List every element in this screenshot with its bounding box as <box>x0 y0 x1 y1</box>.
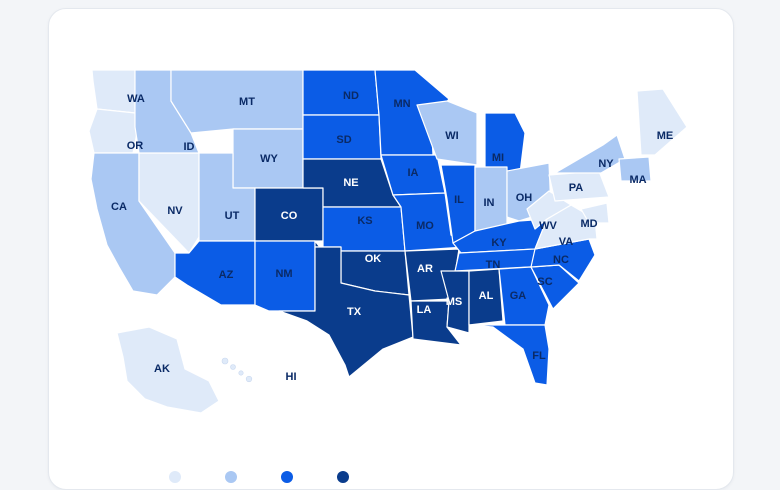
state-wi[interactable] <box>416 100 478 166</box>
state-mt[interactable] <box>170 69 304 134</box>
us-states-map: WA OR CA NV ID MT WY UT CO AZ NM ND SD NE KS OK TX MN IA MO… <box>88 69 688 414</box>
state-label-sd: SD <box>336 134 351 146</box>
state-label-wv: WV <box>539 220 557 232</box>
state-label-oh: OH <box>516 192 533 204</box>
state-label-ga: GA <box>510 290 527 302</box>
state-nd[interactable] <box>302 69 380 116</box>
state-label-wy: WY <box>260 153 278 165</box>
state-label-sc: SC <box>537 276 552 288</box>
state-labels: WA OR CA NV ID MT WY UT CO AZ NM ND SD NE KS OK TX MN IA MO… <box>111 90 673 383</box>
hawaii-island-3 <box>238 370 244 376</box>
state-label-mn: MN <box>393 98 410 110</box>
state-label-tn: TN <box>486 259 501 271</box>
state-ga[interactable] <box>498 266 550 326</box>
state-label-ms: MS <box>446 296 463 308</box>
state-label-tx: TX <box>347 306 362 318</box>
state-me[interactable] <box>636 88 688 156</box>
state-label-ma: MA <box>629 174 646 186</box>
state-shapes <box>88 69 688 414</box>
state-ks[interactable] <box>322 206 406 252</box>
hawaii-island-4 <box>245 375 253 383</box>
state-ak[interactable] <box>116 326 220 414</box>
state-label-al: AL <box>479 290 494 302</box>
state-al[interactable] <box>468 268 504 326</box>
state-label-in: IN <box>484 197 495 209</box>
state-label-id: ID <box>184 141 195 153</box>
state-label-pa: PA <box>569 182 584 194</box>
map-card: WA OR CA NV ID MT WY UT CO AZ NM ND SD NE KS OK TX MN IA MO… <box>48 8 734 490</box>
legend-swatch-tier2 <box>225 471 237 483</box>
state-label-ar: AR <box>417 263 433 275</box>
state-label-ut: UT <box>225 210 240 222</box>
state-label-ne: NE <box>343 177 358 189</box>
state-label-nc: NC <box>553 254 569 266</box>
state-label-or: OR <box>127 140 144 152</box>
state-ma[interactable] <box>618 156 652 182</box>
legend-item-tier4 <box>337 471 355 483</box>
legend-swatch-tier4 <box>337 471 349 483</box>
state-md[interactable] <box>580 202 610 224</box>
hawaii-island-2 <box>230 364 236 370</box>
state-fl[interactable] <box>468 324 550 386</box>
state-label-ok: OK <box>365 253 382 265</box>
state-label-nm: NM <box>275 268 292 280</box>
state-label-la: LA <box>417 304 432 316</box>
state-label-il: IL <box>454 194 464 206</box>
state-label-mt: MT <box>239 96 255 108</box>
state-label-ky: KY <box>491 237 507 249</box>
state-label-mi: MI <box>492 152 504 164</box>
state-label-ia: IA <box>408 167 419 179</box>
state-label-fl: FL <box>532 350 546 362</box>
state-label-mo: MO <box>416 220 434 232</box>
legend-item-tier2 <box>225 471 243 483</box>
legend-swatch-tier3 <box>281 471 293 483</box>
state-label-md: MD <box>580 218 597 230</box>
map-legend <box>169 467 729 487</box>
legend-swatch-tier1 <box>169 471 181 483</box>
state-wa[interactable] <box>91 69 136 114</box>
state-label-wa: WA <box>127 93 145 105</box>
state-label-me: ME <box>657 130 674 142</box>
state-label-nd: ND <box>343 90 359 102</box>
hawaii-island-1 <box>221 357 229 365</box>
state-label-hi: HI <box>286 371 297 383</box>
state-label-nv: NV <box>167 205 183 217</box>
state-label-ak: AK <box>154 363 170 375</box>
state-tx[interactable] <box>278 246 414 378</box>
state-label-ks: KS <box>357 215 372 227</box>
state-ny[interactable] <box>554 134 626 174</box>
legend-item-tier1 <box>169 471 187 483</box>
state-la[interactable] <box>410 300 462 346</box>
state-label-az: AZ <box>219 269 234 281</box>
state-label-ca: CA <box>111 201 127 213</box>
legend-item-tier3 <box>281 471 299 483</box>
state-label-wi: WI <box>445 130 458 142</box>
state-label-co: CO <box>281 210 298 222</box>
state-label-ny: NY <box>598 158 614 170</box>
state-ms[interactable] <box>440 270 470 334</box>
state-label-va: VA <box>559 236 574 248</box>
